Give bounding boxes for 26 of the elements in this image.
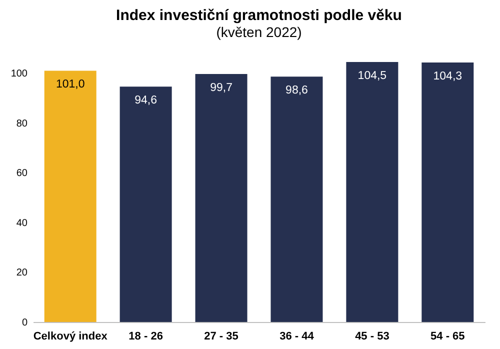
y-tick-label: 60 [16,168,28,180]
data-label: 104,3 [433,70,462,82]
data-label: 99,7 [210,82,232,94]
y-tick-label: 80 [16,118,28,130]
bar [120,86,172,322]
bar [422,62,474,322]
chart-subtitle: (květen 2022) [216,24,302,40]
data-label: 101,0 [56,78,85,91]
y-tick-label: 40 [16,218,28,229]
y-tick-label: 20 [16,268,28,279]
x-tick-label: Celkový index [33,330,108,342]
bar [44,70,96,322]
y-tick-label: 0 [22,318,28,328]
x-tick-label: 18 - 26 [128,330,163,342]
data-label: 104,5 [358,70,387,82]
y-tick-label: 100 [10,68,28,80]
data-label: 98,6 [286,84,308,97]
x-tick-label: 27 - 35 [204,330,238,342]
x-tick-label: 36 - 44 [280,330,315,342]
data-label: 94,6 [134,94,158,107]
chart-title: Index investiční gramotnosti podle věku [116,7,402,24]
bar [346,62,398,322]
bar [270,76,323,322]
x-tick-label: 54 - 65 [430,330,465,342]
bar [195,74,248,322]
x-tick-label: 45 - 53 [355,330,390,342]
